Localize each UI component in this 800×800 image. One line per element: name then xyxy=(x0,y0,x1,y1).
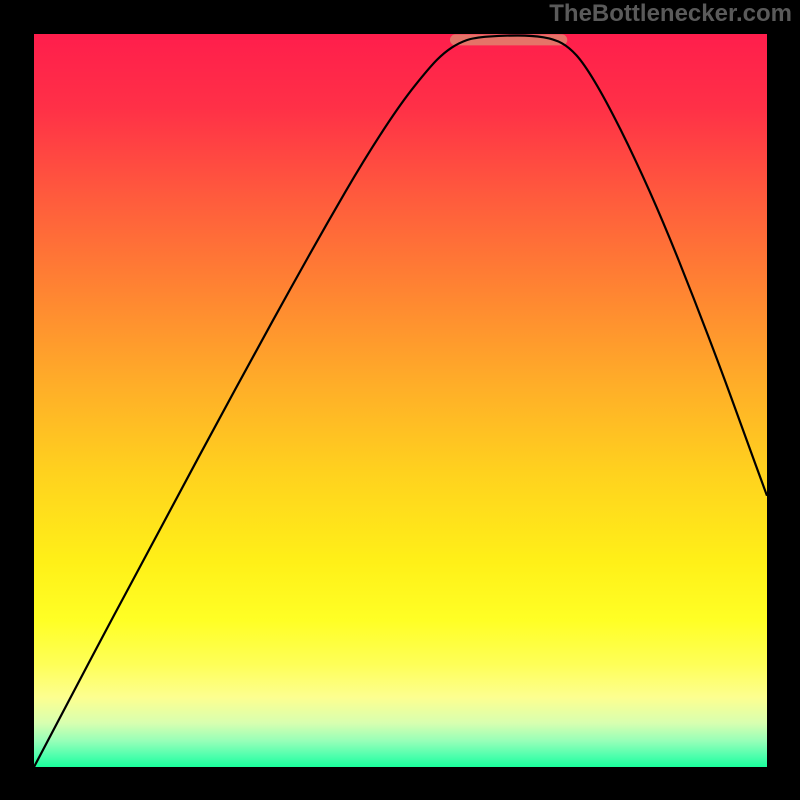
attribution-text: TheBottlenecker.com xyxy=(549,0,792,28)
plot-svg xyxy=(34,34,767,767)
gradient-background xyxy=(34,34,767,767)
plot-area xyxy=(34,34,767,767)
chart-container: TheBottlenecker.com xyxy=(0,0,800,800)
